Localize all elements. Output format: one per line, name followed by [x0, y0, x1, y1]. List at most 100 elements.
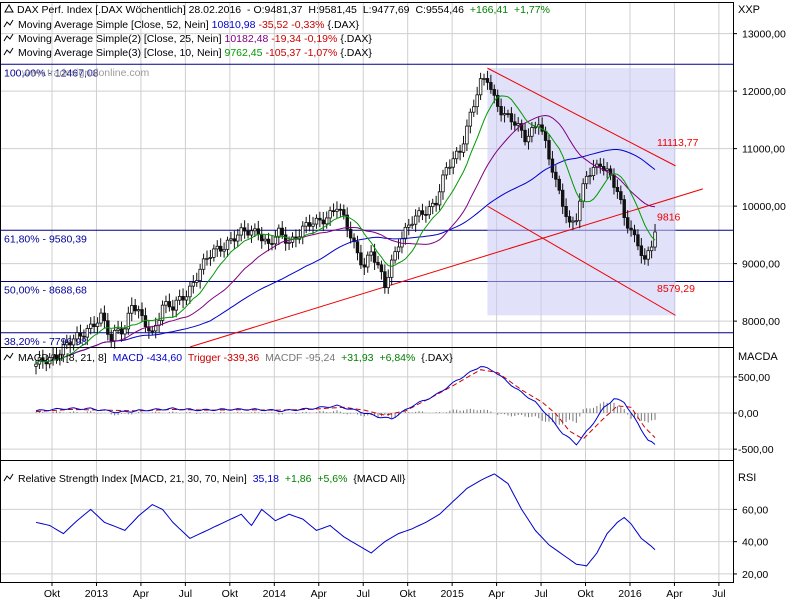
candle-body — [410, 223, 414, 226]
candle-body — [458, 150, 462, 153]
candle-body — [533, 126, 538, 129]
candle-body — [643, 255, 647, 260]
candle-body — [345, 214, 349, 230]
candle-body — [509, 113, 514, 123]
rsi-axis-label: 40,00 — [742, 537, 768, 549]
candle-body — [581, 183, 585, 202]
candle-body — [218, 245, 223, 252]
time-axis-label: Okt — [222, 588, 238, 600]
candle-body — [130, 305, 134, 314]
candle-body — [181, 296, 185, 301]
candle-body — [489, 82, 493, 90]
trend-line-icon — [3, 19, 14, 28]
candle-body — [318, 217, 322, 221]
candle-body — [560, 189, 565, 207]
candle-body — [649, 246, 654, 252]
ma25-line — [35, 114, 656, 365]
candle-body — [253, 228, 257, 232]
candle-body — [123, 328, 127, 335]
candle-body — [225, 239, 230, 250]
candle-body — [133, 305, 137, 312]
candle-body — [280, 227, 284, 236]
candle-body — [239, 227, 243, 236]
candle-body — [588, 175, 592, 178]
candle-body — [475, 94, 479, 108]
candle-body — [177, 296, 182, 301]
price-axis-label: 11000,00 — [742, 144, 785, 156]
candle-body — [92, 323, 96, 327]
candle-body — [478, 78, 483, 96]
macd-change: +31,93 — [341, 352, 374, 364]
time-axis-label: Okt — [44, 588, 60, 600]
candle-body — [212, 248, 216, 258]
time-axis-label: Jul — [179, 588, 192, 600]
candle-body — [591, 166, 596, 177]
macd-axis-label: 0,00 — [738, 408, 759, 420]
rsi-panel-frame — [0, 460, 734, 583]
time-axis-label: Apr — [133, 588, 150, 600]
header-instrument: DAX Perf. Index [.DAX Wöchentlich] 28.02… — [17, 4, 550, 16]
candle-body — [75, 332, 79, 340]
candle-body — [485, 78, 490, 83]
candle-body — [379, 264, 384, 273]
ma-legend-label: Moving Average Simple [Close, 52, Nein] — [18, 19, 209, 31]
candle-body — [51, 354, 55, 358]
candle-body — [188, 285, 192, 298]
candle-body — [417, 210, 421, 217]
watermark: www.tradesignalonline.com — [21, 67, 149, 79]
moving-averages: 11113,77 9816 8579,29 — [35, 95, 699, 365]
candle-body — [58, 354, 62, 359]
candle-body — [126, 312, 131, 330]
candle-body — [331, 210, 336, 213]
candle-body — [283, 234, 288, 244]
candle-body — [287, 241, 291, 244]
ma-legend-change: -35,52 — [258, 19, 288, 31]
macd-title: MACD All [8, 21, 8] — [18, 352, 107, 364]
header-close: C:9554,46 — [415, 4, 464, 16]
macd-legend: MACD All [8, 21, 8] MACD -434,60 Trigger… — [3, 352, 453, 364]
macd-trigger-line — [35, 369, 656, 440]
candle-body — [396, 246, 401, 253]
channel-upper-line — [487, 67, 676, 167]
price-axis-label: 8000,00 — [742, 316, 780, 328]
fib-level-label: 100,00% - 12467,08 — [4, 67, 99, 79]
candle-body — [184, 296, 189, 301]
ma-legend-percent: -1,07% — [304, 47, 337, 59]
ma-legend-value: 10182,48 — [225, 33, 269, 45]
macd-value: MACD -434,60 — [113, 352, 183, 364]
collapse-triangle-icon[interactable] — [4, 3, 14, 13]
candle-body — [605, 168, 609, 171]
candle-body — [451, 158, 455, 168]
header-open: - O:9481,37 — [247, 4, 303, 16]
candle-body — [95, 322, 100, 327]
candle-body — [362, 264, 367, 268]
candle-body — [506, 113, 510, 115]
moving-average-legend: Moving Average Simple [Close, 52, Nein] 1… — [3, 19, 372, 59]
candle-body — [622, 199, 626, 219]
candle-body — [140, 309, 144, 317]
candle-body — [232, 238, 237, 242]
macd-legend-text: MACD All [8, 21, 8] MACD -434,60 Trigger… — [18, 352, 453, 364]
candle-body — [612, 174, 616, 188]
macd-axis-title: MACDA — [738, 351, 778, 363]
rsi-panel — [35, 473, 656, 567]
candle-body — [482, 78, 486, 80]
candle-body — [277, 227, 281, 238]
candle-body — [249, 230, 254, 236]
candle-body — [174, 299, 178, 311]
candle-body — [242, 227, 247, 232]
ma10-line — [35, 95, 656, 365]
price-candles — [34, 70, 657, 375]
candle-body — [567, 216, 572, 223]
candle-body — [465, 125, 469, 145]
candle-body — [222, 248, 226, 252]
candle-body — [369, 251, 373, 256]
candle-body — [116, 328, 120, 331]
time-axis-label: Apr — [311, 588, 328, 600]
candle-body — [372, 251, 377, 263]
rsi-change: +1,86 — [285, 473, 312, 485]
candle-body — [160, 304, 165, 321]
price-annotation: 8579,29 — [657, 283, 695, 295]
candle-body — [328, 210, 332, 219]
candle-body — [639, 245, 644, 256]
